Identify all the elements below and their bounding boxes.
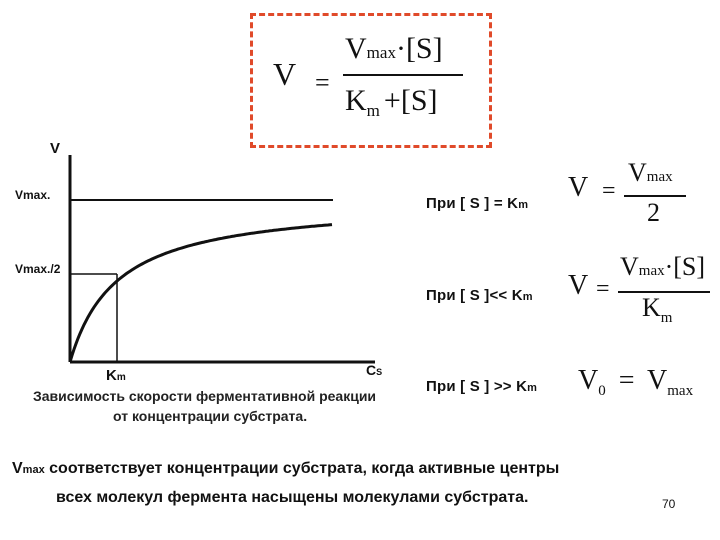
cond2-denominator: Km [642,293,673,326]
michaelis-curve [68,223,333,363]
formula-numerator: Vmax·[S] [345,32,443,66]
cond2-den-k: K [642,293,661,322]
cond3-formula: V0 = Vmax [578,365,694,399]
cond3-lhs: V [578,365,599,396]
x-tick-km-base: K [106,367,117,384]
cond2-equals: = [596,276,610,302]
cond1-fraction-bar [624,195,686,197]
cond2-num-dot-s: ·[S] [664,252,706,281]
formula-equals: = [315,68,330,97]
footnote-vmax: V [12,460,23,477]
cond2-lhs: V [568,270,589,301]
cond3-rhs-sub: max [667,383,694,399]
condition-greater-text: При [ S ] >> K [426,378,528,395]
x-tick-km: Km [106,367,126,384]
cond1-numerator: Vmax [628,158,673,188]
cond3-lhs-sub: 0 [598,383,606,399]
footnote: Vmax соответствует концентрации субстрат… [12,455,702,512]
footnote-vmax-sub: max [22,464,45,476]
cond2-num-v: V [620,252,639,281]
y-tick-vmax: Vmax. [15,188,51,202]
cond1-num-max: max [646,169,673,185]
graph-caption: Зависимость скорости ферментативной реак… [33,386,418,426]
condition-greater-sub: m [527,382,538,394]
x-axis-label-base: C [366,362,377,378]
cond3-rhs: V [647,365,668,396]
cond2-numerator: Vmax·[S] [620,252,705,282]
y-tick-half-vmax: Vmax./2 [15,262,61,276]
cond2-den-m: m [660,310,673,326]
y-axis-label: V [50,140,61,157]
condition-less-text: При [ S ]<< K [426,287,523,304]
denominator-k: K [345,84,367,117]
numerator-max: max [366,43,396,62]
main-fraction-bar [343,74,463,76]
condition-less-sub: m [522,291,533,303]
footnote-line-2: всех молекул фермента насыщены молекулам… [56,489,529,506]
footnote-line-1: Vmax соответствует концентрации субстрат… [12,455,702,484]
numerator-dot-s: ·[S] [395,32,443,65]
page-number: 70 [662,497,676,511]
cond1-denominator: 2 [647,198,660,227]
denominator-m: m [366,101,380,120]
condition-greater-label: При [ S ] >> Km [426,378,537,395]
cond2-num-max: max [638,263,665,279]
x-tick-km-sub: m [116,372,126,383]
condition-equal-label: При [ S ] = Km [426,195,528,212]
cond2-fraction-bar [618,291,710,293]
x-axis-label: CS [366,362,382,378]
caption-line-2: от концентрации субстрата. [113,408,308,424]
main-formula-box: V = Vmax·[S] Km +[S] [250,13,492,148]
saturation-graph [68,155,375,364]
formula-lhs-v: V [273,56,297,92]
condition-equal-text: При [ S ] = K [426,195,519,212]
footnote-line-1-text: соответствует концентрации субстрата, ко… [49,460,560,477]
x-axis-label-sub: S [376,367,383,377]
cond1-num-v: V [628,158,647,187]
cond1-equals: = [602,178,616,204]
denominator-plus-s: +[S] [383,84,438,117]
cond3-equals: = [618,365,635,396]
numerator-v: V [345,32,367,65]
formula-denominator: Km +[S] [345,84,438,120]
condition-less-label: При [ S ]<< Km [426,287,533,304]
caption-line-1: Зависимость скорости ферментативной реак… [33,388,377,404]
condition-equal-sub: m [518,199,529,211]
cond1-lhs: V [568,172,589,203]
